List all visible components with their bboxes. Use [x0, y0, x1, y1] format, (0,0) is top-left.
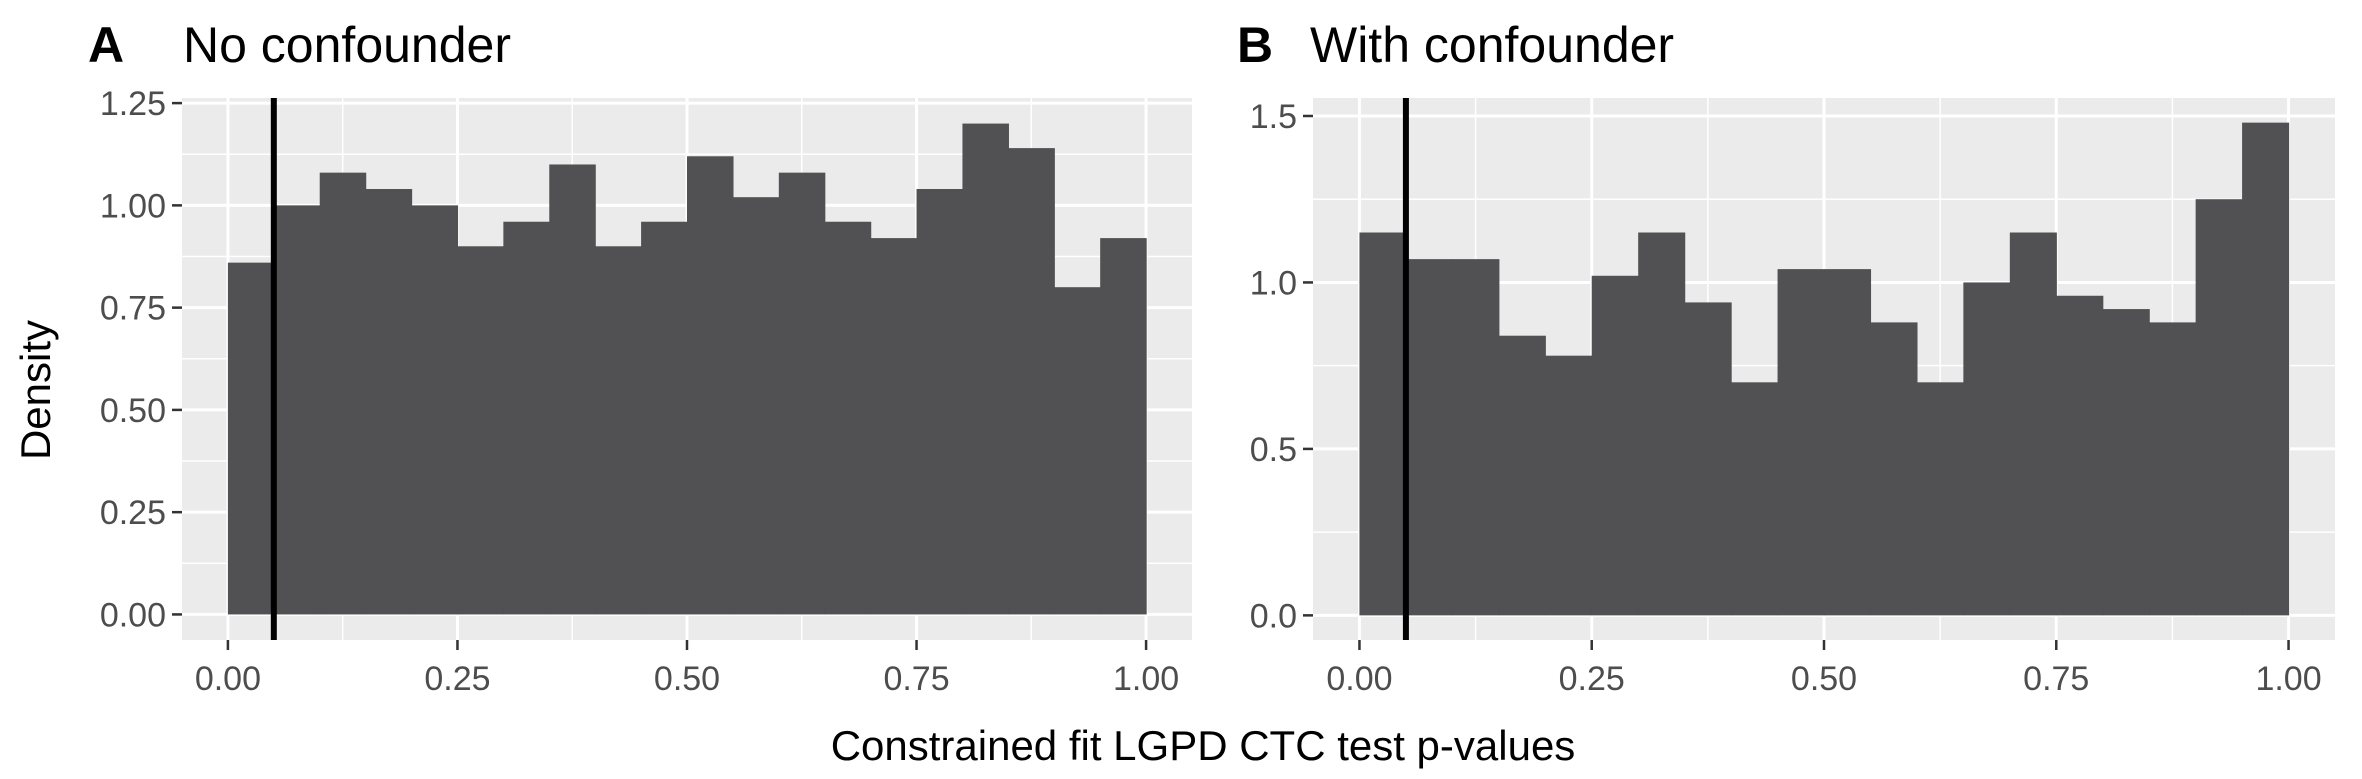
panel-b-bar — [1359, 232, 1407, 616]
panel-b-bar — [1777, 269, 1825, 616]
panel-a-bar — [962, 123, 1009, 615]
y-axis-title: Density — [12, 320, 59, 460]
panel-a-y-tick-label: 0.00 — [100, 596, 166, 634]
panel-a-bar — [319, 172, 367, 615]
panel-b-bar — [2149, 322, 2197, 616]
panel-a-x-tick-label: 0.25 — [424, 660, 490, 698]
panel-a-bar — [1100, 238, 1147, 615]
panel-b-y-tick-label: 0.0 — [1250, 597, 1297, 635]
panel-b-bar — [1498, 335, 1546, 616]
panel-b-y-tick-label: 1.5 — [1250, 98, 1297, 136]
panel-b-x-tick-label: 0.50 — [1791, 660, 1857, 698]
panel-a-title: No confounder — [183, 17, 511, 73]
panel-b-bar — [1638, 232, 1686, 616]
panel-b-bar — [1591, 275, 1639, 616]
panel-a-bar — [411, 205, 459, 615]
panel-b-bar — [2102, 309, 2150, 616]
panel-a-x-tick-label: 0.75 — [883, 660, 949, 698]
panel-b-bar — [2056, 295, 2104, 616]
panel-b-bar — [2242, 122, 2290, 616]
panel-a-bar — [503, 221, 550, 615]
panel-b-bar — [1824, 269, 1872, 616]
panel-a-bar — [916, 189, 964, 615]
panel-a-bar — [687, 156, 734, 615]
panel-b-y-tick-label: 0.5 — [1250, 431, 1297, 469]
panel-a-y-tick-label: 1.25 — [100, 85, 166, 123]
panel-b-y-tick-label: 1.0 — [1250, 264, 1297, 302]
panel-b-title: With confounder — [1310, 17, 1674, 73]
panel-a-bar — [227, 262, 275, 615]
panel-a-bar — [641, 221, 688, 615]
panel-a-bar — [870, 238, 918, 615]
panel-b-bar — [2195, 199, 2243, 616]
panel-a-x-tick-label: 0.50 — [654, 660, 720, 698]
panel-a-bar — [595, 246, 642, 615]
panel-b-bar — [1545, 355, 1593, 616]
panel-a: 0.00 0.25 0.50 0.75 1.00 1.25 0.00 0.25 0.50 0.75… — [88, 17, 1192, 698]
panel-a-bar — [365, 189, 413, 615]
panel-b: 0.0 0.5 1.0 1.5 0.00 0.25 0.50 0.75 1.00 B With co… — [1237, 17, 2335, 698]
panel-a-bar — [273, 205, 321, 615]
panel-a-x-tick-label: 0.00 — [195, 660, 261, 698]
panel-a-y-tick-label: 1.00 — [100, 187, 166, 225]
panel-a-bar — [1008, 148, 1055, 615]
x-axis-title: Constrained fit LGPD CTC test p-values — [831, 722, 1576, 769]
panel-b-bar — [1452, 259, 1500, 616]
panel-a-bar — [824, 221, 872, 615]
panel-b-bar — [1405, 259, 1453, 616]
panel-b-bar — [1684, 302, 1732, 616]
panel-b-x-tick-label: 0.75 — [2023, 660, 2089, 698]
panel-b-x-tick-label: 0.00 — [1326, 660, 1392, 698]
panel-b-bar — [1731, 382, 1779, 616]
panel-b-bar — [1963, 282, 2011, 616]
panel-b-bar — [1916, 382, 1964, 616]
panel-a-bar — [549, 164, 596, 615]
panel-a-y-tick-label: 0.50 — [100, 392, 166, 430]
panel-a-bar — [778, 172, 826, 615]
panel-a-bar — [457, 246, 504, 615]
panel-b-letter: B — [1237, 17, 1273, 73]
panel-b-x-tick-label: 0.25 — [1559, 660, 1625, 698]
panel-a-y-tick-label: 0.75 — [100, 290, 166, 328]
panel-a-x-tick-label: 1.00 — [1113, 660, 1179, 698]
panel-b-x-tick-label: 1.00 — [2255, 660, 2321, 698]
panel-a-bar — [1054, 287, 1101, 615]
panel-a-y-tick-label: 0.25 — [100, 494, 166, 532]
panel-a-bar — [732, 197, 780, 615]
panel-b-bar — [1870, 322, 1918, 616]
panel-b-bar — [2009, 232, 2057, 616]
panel-a-letter: A — [88, 17, 124, 73]
